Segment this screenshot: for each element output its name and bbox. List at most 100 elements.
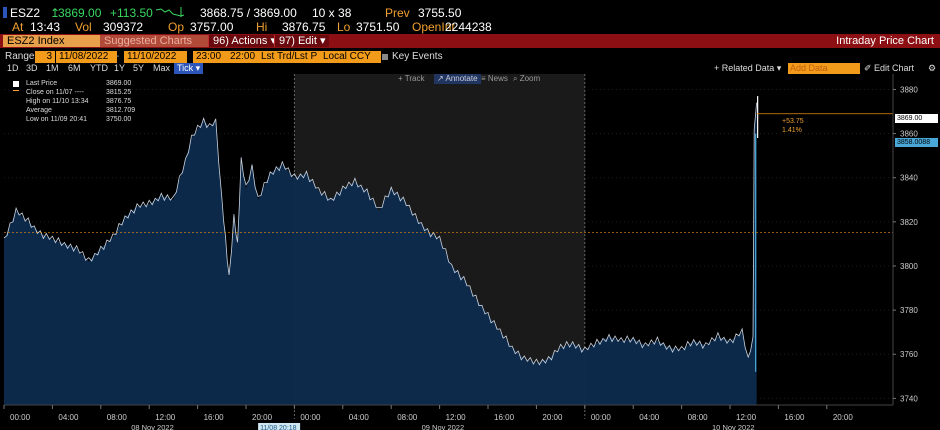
x-tick-label: 00:00 xyxy=(10,413,31,422)
x-tick-label: 12:00 xyxy=(446,413,467,422)
legend-value-low: 3750.00 xyxy=(106,116,132,123)
x-tick-label: 16:00 xyxy=(204,413,225,422)
y-tick-label: 3780 xyxy=(900,306,918,315)
sparkline-icon xyxy=(155,7,185,17)
x-tick-label: 04:00 xyxy=(349,413,370,422)
legend-value-average: 3812.709 xyxy=(106,107,136,114)
price-area xyxy=(4,102,757,405)
function-bar: ESZ2 Index Suggested Charts 96) Actions … xyxy=(0,34,940,48)
range-ytd[interactable]: YTD xyxy=(90,63,108,73)
x-tick-label: 08:00 xyxy=(107,413,128,422)
start-time-field[interactable]: 23:00 xyxy=(193,51,227,63)
y-tick-label: 3760 xyxy=(900,350,918,359)
range-1m[interactable]: 1M xyxy=(46,63,59,73)
price-chart[interactable]: 3740 3760 3780 3800 3820 3840 3860 3880 00:00 04:… xyxy=(0,74,940,430)
net-change: +113.50 xyxy=(110,6,153,20)
y-tick-label: 3740 xyxy=(900,394,918,403)
up-arrow-icon: ↥ xyxy=(50,6,61,20)
close-swatch xyxy=(13,90,19,94)
quote-details: At 13:43 Vol 309372 Op 3757.00 Hi 3876.7… xyxy=(0,20,940,34)
bid-ask: 3868.75 / 3869.00 xyxy=(200,6,297,20)
last-price-swatch xyxy=(13,81,19,87)
date-label: 09 Nov 2022 xyxy=(422,423,465,430)
x-tick-label: 20:00 xyxy=(542,413,563,422)
security-field[interactable]: ESZ2 Index xyxy=(3,35,104,47)
vol-label: Vol xyxy=(75,20,92,34)
x-tick-label: 04:00 xyxy=(639,413,660,422)
settings-icon[interactable]: ⚙ xyxy=(928,63,937,73)
low-label: Lo xyxy=(337,20,351,34)
page-title: Intraday Price Chart xyxy=(836,35,934,47)
crosshair-date-box xyxy=(258,423,301,430)
actions-menu[interactable]: 96) Actions ▾ xyxy=(208,35,279,47)
x-tick-label: 04:00 xyxy=(58,413,79,422)
legend-label-low: Low on 11/09 20:41 xyxy=(26,116,87,123)
price-line xyxy=(3,102,758,366)
change-annotation: +53.75 xyxy=(782,118,804,125)
high-label: Hi xyxy=(256,20,268,34)
x-tick-label: 00:00 xyxy=(300,413,321,422)
legend-value-high: 3876.75 xyxy=(106,98,132,105)
range-3d[interactable]: 3D xyxy=(26,63,38,73)
legend-value-close: 3815.25 xyxy=(106,89,132,96)
range-5y[interactable]: 5Y xyxy=(133,63,145,73)
x-tick-label: 20:00 xyxy=(833,413,854,422)
prev-label: Prev xyxy=(385,6,410,20)
x-tick-label: 00:00 xyxy=(591,413,612,422)
key-events-checkbox[interactable] xyxy=(382,54,388,60)
annotate-tool[interactable]: ↗ Annotate xyxy=(434,74,481,84)
y-tick-label: 3840 xyxy=(900,174,918,183)
x-tick-label: 08:00 xyxy=(688,413,709,422)
range-max[interactable]: Max xyxy=(153,63,171,73)
range-label: Range xyxy=(5,51,35,62)
prev-close: 3755.50 xyxy=(418,6,462,20)
related-data-button[interactable]: + Related Data ▾ xyxy=(714,63,782,73)
ticker-symbol[interactable]: ESZ2 xyxy=(10,6,41,20)
edit-chart-button[interactable]: ✐ Edit Chart xyxy=(864,63,915,73)
change-pct-annotation: 1.41% xyxy=(782,127,802,134)
date-separator: - xyxy=(116,51,120,62)
open-price: 3757.00 xyxy=(190,20,234,34)
date-label: 10 Nov 2022 xyxy=(712,423,755,430)
date-label: 08 Nov 2022 xyxy=(131,423,174,430)
end-date-field[interactable]: 11/10/2022 xyxy=(124,51,187,63)
suggested-charts-button[interactable]: Suggested Charts xyxy=(100,35,211,47)
last-price-tag: 3869.00 xyxy=(895,114,938,123)
range-1d[interactable]: 1D xyxy=(7,63,19,73)
high-price: 3876.75 xyxy=(282,20,326,34)
x-tick-label: 16:00 xyxy=(784,413,805,422)
controls-row: Range 3 11/08/2022 - 11/10/2022 23:00 22… xyxy=(0,51,940,65)
legend-label-last: Last Price xyxy=(26,80,58,87)
y-tick-label: 3820 xyxy=(900,218,918,227)
legend-value-last: 3869.00 xyxy=(106,80,132,87)
y-tick-label: 3860 xyxy=(900,130,918,139)
zoom-tool[interactable]: ⌕ Zoom xyxy=(513,74,541,83)
legend-label-high: High on 11/10 13:34 xyxy=(26,98,89,105)
crosshair-date-label: 11/08 20:18 xyxy=(260,425,297,430)
x-tick-label: 12:00 xyxy=(155,413,176,422)
at-time: 13:43 xyxy=(30,20,61,34)
at-label: At xyxy=(12,20,24,34)
news-tool[interactable]: ≡ News xyxy=(481,74,508,83)
edit-menu[interactable]: 97) Edit ▾ xyxy=(274,35,329,47)
x-tick-label: 20:00 xyxy=(252,413,273,422)
ticker-marker xyxy=(3,7,7,18)
range-number[interactable]: 3 xyxy=(35,51,55,63)
end-time-field[interactable]: 22:00 xyxy=(227,51,258,63)
range-6m[interactable]: 6M xyxy=(68,63,81,73)
bid-ask-size: 10 x 38 xyxy=(312,6,352,20)
start-date-field[interactable]: 11/08/2022 xyxy=(56,51,117,63)
range-1y[interactable]: 1Y xyxy=(114,63,126,73)
currency-select[interactable]: Local CCY xyxy=(320,51,381,63)
low-price: 3751.50 xyxy=(356,20,400,34)
price-mode-select[interactable]: Lst Trd/Lst P xyxy=(258,51,322,63)
tick-select[interactable]: Tick ▾ xyxy=(174,63,204,74)
x-tick-label: 12:00 xyxy=(736,413,757,422)
add-data-input[interactable]: Add Data xyxy=(788,63,860,74)
open-label: Op xyxy=(168,20,185,34)
y-tick-label: 3800 xyxy=(900,262,918,271)
track-tool[interactable]: + Track xyxy=(398,74,425,83)
y-tick-label: 3880 xyxy=(900,85,918,94)
x-tick-label: 16:00 xyxy=(494,413,515,422)
key-events-label: Key Events xyxy=(392,51,443,62)
